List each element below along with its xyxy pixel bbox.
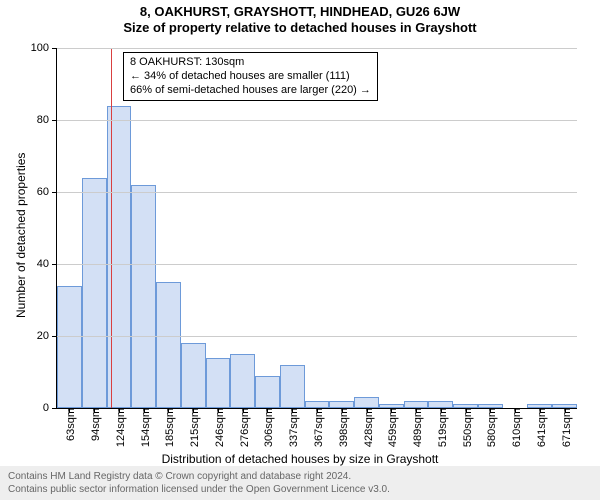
bars-layer	[57, 48, 577, 408]
xtick-label: 246sqm	[210, 408, 226, 447]
bar	[82, 178, 107, 408]
bar	[206, 358, 231, 408]
footer-line-1: Contains HM Land Registry data © Crown c…	[8, 470, 592, 483]
xtick-label: 519sqm	[433, 408, 449, 447]
xtick-label: 94sqm	[86, 408, 102, 441]
gridline	[57, 264, 577, 265]
xtick-label: 367sqm	[309, 408, 325, 447]
marker-line	[111, 48, 112, 408]
xtick-label: 306sqm	[259, 408, 275, 447]
xtick-label: 63sqm	[61, 408, 77, 441]
xtick-label: 641sqm	[532, 408, 548, 447]
annotation-line-2: ← 34% of detached houses are smaller (11…	[130, 70, 371, 84]
footer: Contains HM Land Registry data © Crown c…	[0, 466, 600, 500]
gridline	[57, 48, 577, 49]
bar	[255, 376, 280, 408]
bar	[329, 401, 354, 408]
xtick-label: 398sqm	[334, 408, 350, 447]
xtick-label: 580sqm	[482, 408, 498, 447]
bar	[280, 365, 305, 408]
bar	[305, 401, 330, 408]
annotation-line-1: 8 OAKHURST: 130sqm	[130, 56, 371, 70]
gridline	[57, 192, 577, 193]
bar	[131, 185, 156, 408]
xtick-label: 459sqm	[383, 408, 399, 447]
ytick-label: 20	[37, 330, 57, 342]
bar	[181, 343, 206, 408]
ytick-label: 60	[37, 186, 57, 198]
ytick-label: 80	[37, 114, 57, 126]
bar	[354, 397, 379, 408]
xtick-label: 671sqm	[557, 408, 573, 447]
gridline	[57, 336, 577, 337]
ytick-label: 100	[31, 42, 57, 54]
xtick-label: 276sqm	[235, 408, 251, 447]
xtick-label: 550sqm	[458, 408, 474, 447]
title-line-1: 8, OAKHURST, GRAYSHOTT, HINDHEAD, GU26 6…	[0, 4, 600, 20]
titles: 8, OAKHURST, GRAYSHOTT, HINDHEAD, GU26 6…	[0, 0, 600, 37]
xtick-label: 124sqm	[111, 408, 127, 447]
xtick-label: 215sqm	[185, 408, 201, 447]
annotation-box: 8 OAKHURST: 130sqm ← 34% of detached hou…	[123, 52, 378, 101]
bar	[156, 282, 181, 408]
bar	[428, 401, 453, 408]
xtick-label: 610sqm	[507, 408, 523, 447]
bar	[404, 401, 429, 408]
gridline	[57, 120, 577, 121]
bar	[107, 106, 132, 408]
chart-container: 8, OAKHURST, GRAYSHOTT, HINDHEAD, GU26 6…	[0, 0, 600, 500]
x-axis-label: Distribution of detached houses by size …	[0, 452, 600, 466]
xtick-label: 154sqm	[136, 408, 152, 447]
bar	[230, 354, 255, 408]
plot-area: 020406080100 63sqm94sqm124sqm154sqm185sq…	[56, 48, 577, 409]
ytick-label: 0	[43, 402, 57, 414]
annotation-line-3: 66% of semi-detached houses are larger (…	[130, 84, 371, 98]
bar	[57, 286, 82, 408]
xtick-label: 337sqm	[284, 408, 300, 447]
y-axis-label: Number of detached properties	[14, 153, 28, 318]
title-line-2: Size of property relative to detached ho…	[0, 20, 600, 36]
xtick-label: 185sqm	[160, 408, 176, 447]
xtick-label: 428sqm	[359, 408, 375, 447]
ytick-label: 40	[37, 258, 57, 270]
footer-line-2: Contains public sector information licen…	[8, 483, 592, 496]
xtick-label: 489sqm	[408, 408, 424, 447]
